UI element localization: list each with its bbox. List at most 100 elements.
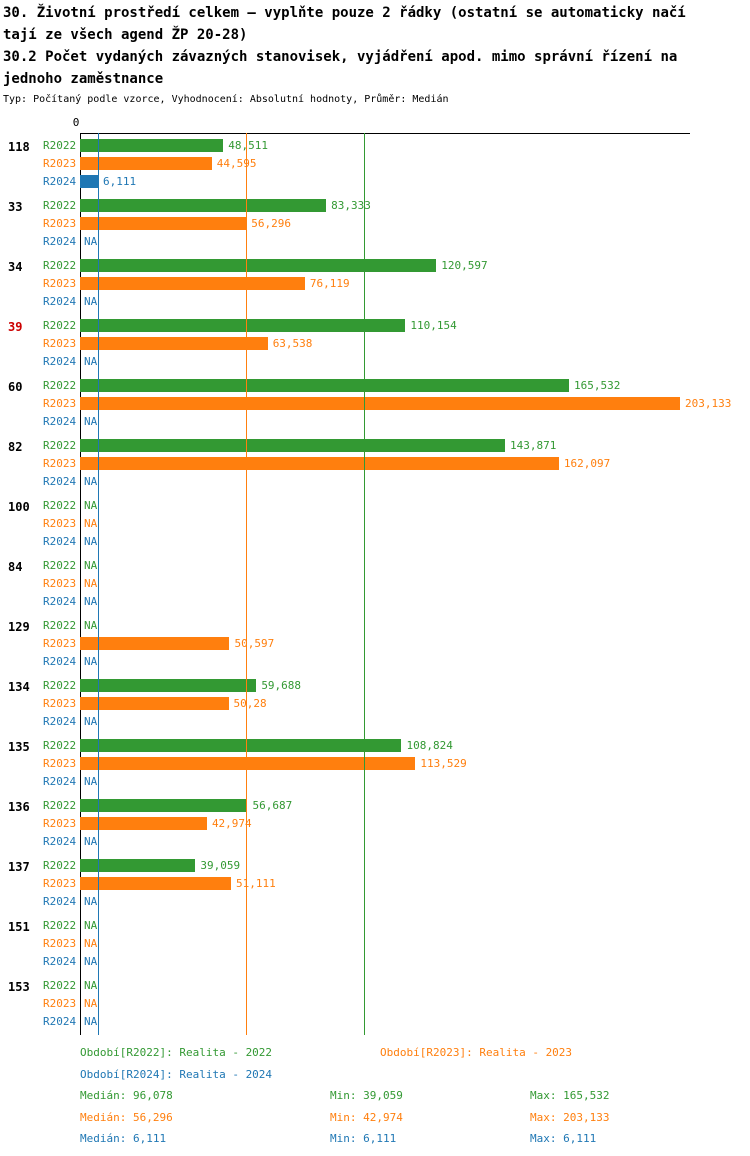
bar-value-label: 63,538 — [272, 337, 313, 350]
series-label-r2022: R2022 — [43, 799, 77, 812]
stat-min-r2022: Min: 39,059 — [330, 1089, 403, 1102]
bar-r2023 — [80, 697, 229, 710]
na-value-label: NA — [84, 559, 98, 572]
bar-r2023 — [80, 457, 559, 470]
group-id-label: 33 — [8, 200, 23, 214]
stat-max-r2023: Max: 203,133 — [530, 1111, 610, 1124]
series-label-r2023: R2023 — [43, 517, 77, 530]
series-label-r2024: R2024 — [43, 835, 77, 848]
bar-value-label: 56,296 — [251, 217, 292, 230]
bar-value-label: 56,687 — [252, 799, 293, 812]
group-id-label: 60 — [8, 380, 23, 394]
series-label-r2023: R2023 — [43, 697, 77, 710]
na-value-label: NA — [84, 355, 98, 368]
series-label-r2024: R2024 — [43, 535, 77, 548]
na-value-label: NA — [84, 655, 98, 668]
na-value-label: NA — [84, 415, 98, 428]
bar-value-label: 165,532 — [573, 379, 621, 392]
bar-r2022 — [80, 799, 248, 812]
x-axis-line — [80, 133, 690, 134]
na-value-label: NA — [84, 295, 98, 308]
bar-value-label: 51,111 — [235, 877, 276, 890]
bar-r2023 — [80, 817, 207, 830]
na-value-label: NA — [84, 919, 98, 932]
series-label-r2022: R2022 — [43, 259, 77, 272]
series-label-r2022: R2022 — [43, 559, 77, 572]
series-label-r2024: R2024 — [43, 595, 77, 608]
series-label-r2022: R2022 — [43, 679, 77, 692]
bar-r2022 — [80, 379, 569, 392]
y-axis-line — [80, 133, 81, 1035]
bar-value-label: 50,597 — [234, 637, 275, 650]
series-label-r2023: R2023 — [43, 817, 77, 830]
series-label-r2022: R2022 — [43, 739, 77, 752]
bar-r2024 — [80, 175, 99, 188]
series-label-r2023: R2023 — [43, 217, 77, 230]
stat-min-r2024: Min: 6,111 — [330, 1132, 397, 1145]
series-label-r2024: R2024 — [43, 955, 77, 968]
bar-r2023 — [80, 157, 212, 170]
group-id-label: 153 — [8, 980, 30, 994]
bar-value-label: 42,974 — [211, 817, 252, 830]
series-label-r2023: R2023 — [43, 877, 77, 890]
series-label-r2023: R2023 — [43, 577, 77, 590]
na-value-label: NA — [84, 775, 98, 788]
bar-value-label: 59,688 — [261, 679, 302, 692]
group-id-label: 39 — [8, 320, 23, 334]
series-label-r2022: R2022 — [43, 619, 77, 632]
series-label-r2022: R2022 — [43, 859, 77, 872]
na-value-label: NA — [84, 475, 98, 488]
series-label-r2023: R2023 — [43, 637, 77, 650]
series-label-r2023: R2023 — [43, 457, 77, 470]
series-label-r2022: R2022 — [43, 919, 77, 932]
series-label-r2023: R2023 — [43, 157, 77, 170]
legend-period-r2023: Období[R2023]: Realita - 2023 — [380, 1046, 573, 1059]
series-label-r2023: R2023 — [43, 337, 77, 350]
series-label-r2022: R2022 — [43, 439, 77, 452]
group-id-label: 137 — [8, 860, 30, 874]
series-label-r2023: R2023 — [43, 277, 77, 290]
x-axis-zero-label: 0 — [72, 116, 80, 129]
bar-r2023 — [80, 277, 305, 290]
na-value-label: NA — [84, 937, 98, 950]
median-line-r2024 — [98, 133, 100, 1035]
bar-value-label: 44,595 — [216, 157, 257, 170]
na-value-label: NA — [84, 835, 98, 848]
bar-r2022 — [80, 679, 257, 692]
series-label-r2022: R2022 — [43, 499, 77, 512]
chart-meta-line: Typ: Počítaný podle vzorce, Vyhodnocení:… — [3, 94, 449, 105]
series-label-r2024: R2024 — [43, 655, 77, 668]
series-label-r2024: R2024 — [43, 355, 77, 368]
group-id-label: 135 — [8, 740, 30, 754]
stat-max-r2022: Max: 165,532 — [530, 1089, 610, 1102]
bar-value-label: 76,119 — [309, 277, 350, 290]
na-value-label: NA — [84, 595, 98, 608]
series-label-r2024: R2024 — [43, 475, 77, 488]
series-label-r2023: R2023 — [43, 997, 77, 1010]
series-label-r2024: R2024 — [43, 415, 77, 428]
legend-period-r2024: Období[R2024]: Realita - 2024 — [80, 1068, 273, 1081]
bar-r2023 — [80, 217, 247, 230]
series-label-r2022: R2022 — [43, 379, 77, 392]
series-label-r2024: R2024 — [43, 715, 77, 728]
series-label-r2023: R2023 — [43, 757, 77, 770]
group-id-label: 134 — [8, 680, 30, 694]
bar-value-label: 39,059 — [200, 859, 241, 872]
stat-median-r2023: Medián: 56,296 — [80, 1111, 173, 1124]
bar-r2022 — [80, 259, 437, 272]
bar-r2022 — [80, 859, 196, 872]
chart-subtitle-line-1: 30.2 Počet vydaných závazných stanovisek… — [3, 49, 678, 65]
group-id-label: 151 — [8, 920, 30, 934]
na-value-label: NA — [84, 955, 98, 968]
bar-value-label: 48,511 — [228, 139, 269, 152]
bar-value-label: 203,133 — [685, 397, 732, 410]
bar-r2022 — [80, 139, 224, 152]
bar-value-label: 120,597 — [441, 259, 488, 272]
bar-value-label: 162,097 — [563, 457, 611, 470]
series-label-r2023: R2023 — [43, 397, 77, 410]
bar-r2023 — [80, 757, 416, 770]
na-value-label: NA — [84, 499, 98, 512]
chart-title-line-1: 30. Životní prostředí celkem – vyplňte p… — [3, 5, 686, 21]
